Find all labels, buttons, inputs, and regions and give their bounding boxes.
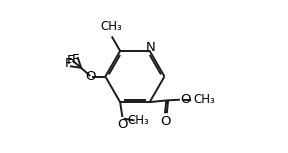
Text: F: F <box>67 54 75 67</box>
Text: O: O <box>160 115 171 128</box>
Text: O: O <box>181 93 191 106</box>
Text: N: N <box>145 41 155 54</box>
Text: CH₃: CH₃ <box>100 20 122 33</box>
Text: CH₃: CH₃ <box>194 93 215 106</box>
Text: O: O <box>117 118 128 131</box>
Text: F: F <box>72 53 80 66</box>
Text: CH₃: CH₃ <box>127 114 149 127</box>
Text: F: F <box>65 57 72 70</box>
Text: O: O <box>86 70 96 83</box>
